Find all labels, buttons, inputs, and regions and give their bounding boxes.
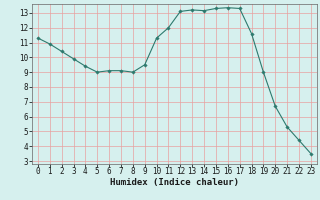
X-axis label: Humidex (Indice chaleur): Humidex (Indice chaleur): [110, 178, 239, 187]
